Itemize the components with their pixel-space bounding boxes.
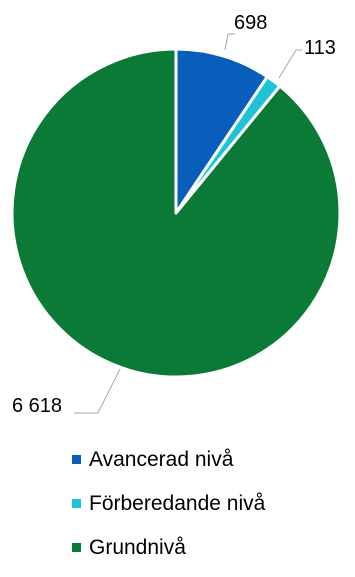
data-label-forberedande: 113 (304, 37, 336, 59)
leader-line-avancerad (224, 33, 235, 51)
data-label-avancerad: 698 (234, 12, 267, 34)
legend-swatch-avancerad (72, 455, 81, 464)
leader-line-grundniva (74, 368, 121, 414)
legend-label-grundniva: Grundnivå (89, 535, 186, 559)
legend-swatch-grundniva (72, 543, 81, 552)
slice-avancerad (174, 47, 269, 215)
legend: Avancerad nivå Förberedande nivå Grundni… (72, 445, 265, 577)
leader-line-forberedande (278, 49, 302, 79)
legend-item-grundniva: Grundnivå (72, 533, 265, 562)
legend-label-avancerad: Avancerad nivå (89, 447, 234, 471)
legend-swatch-forberedande (72, 499, 81, 508)
legend-item-forberedande: Förberedande nivå (72, 489, 265, 518)
legend-label-forberedande: Förberedande nivå (89, 491, 266, 515)
slice-grundniva (10, 47, 342, 379)
data-label-grundniva: 6 618 (12, 395, 62, 417)
pie-chart: 698 113 6 618 (10, 12, 342, 417)
legend-item-avancerad: Avancerad nivå (72, 445, 265, 474)
